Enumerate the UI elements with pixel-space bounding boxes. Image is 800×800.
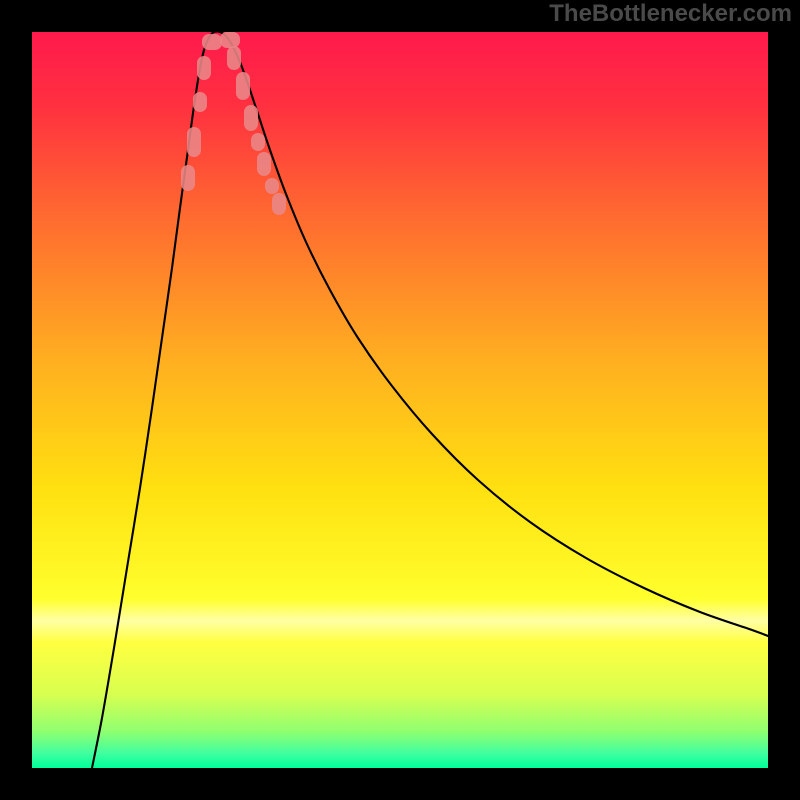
data-marker: [244, 105, 258, 131]
data-marker: [265, 178, 279, 194]
plot-area: [32, 32, 768, 768]
bottleneck-chart-svg: [0, 0, 800, 800]
data-marker: [220, 32, 240, 48]
data-marker: [187, 127, 201, 157]
data-marker: [181, 165, 195, 191]
chart-stage: TheBottlenecker.com: [0, 0, 800, 800]
data-marker: [236, 72, 250, 100]
data-marker: [257, 152, 271, 176]
gradient-background: [32, 32, 768, 768]
data-marker: [202, 34, 222, 50]
data-marker: [251, 133, 265, 151]
data-marker: [197, 56, 211, 80]
watermark-text: TheBottlenecker.com: [549, 0, 792, 28]
data-marker: [272, 193, 286, 215]
data-marker: [227, 46, 241, 70]
data-marker: [193, 92, 207, 112]
